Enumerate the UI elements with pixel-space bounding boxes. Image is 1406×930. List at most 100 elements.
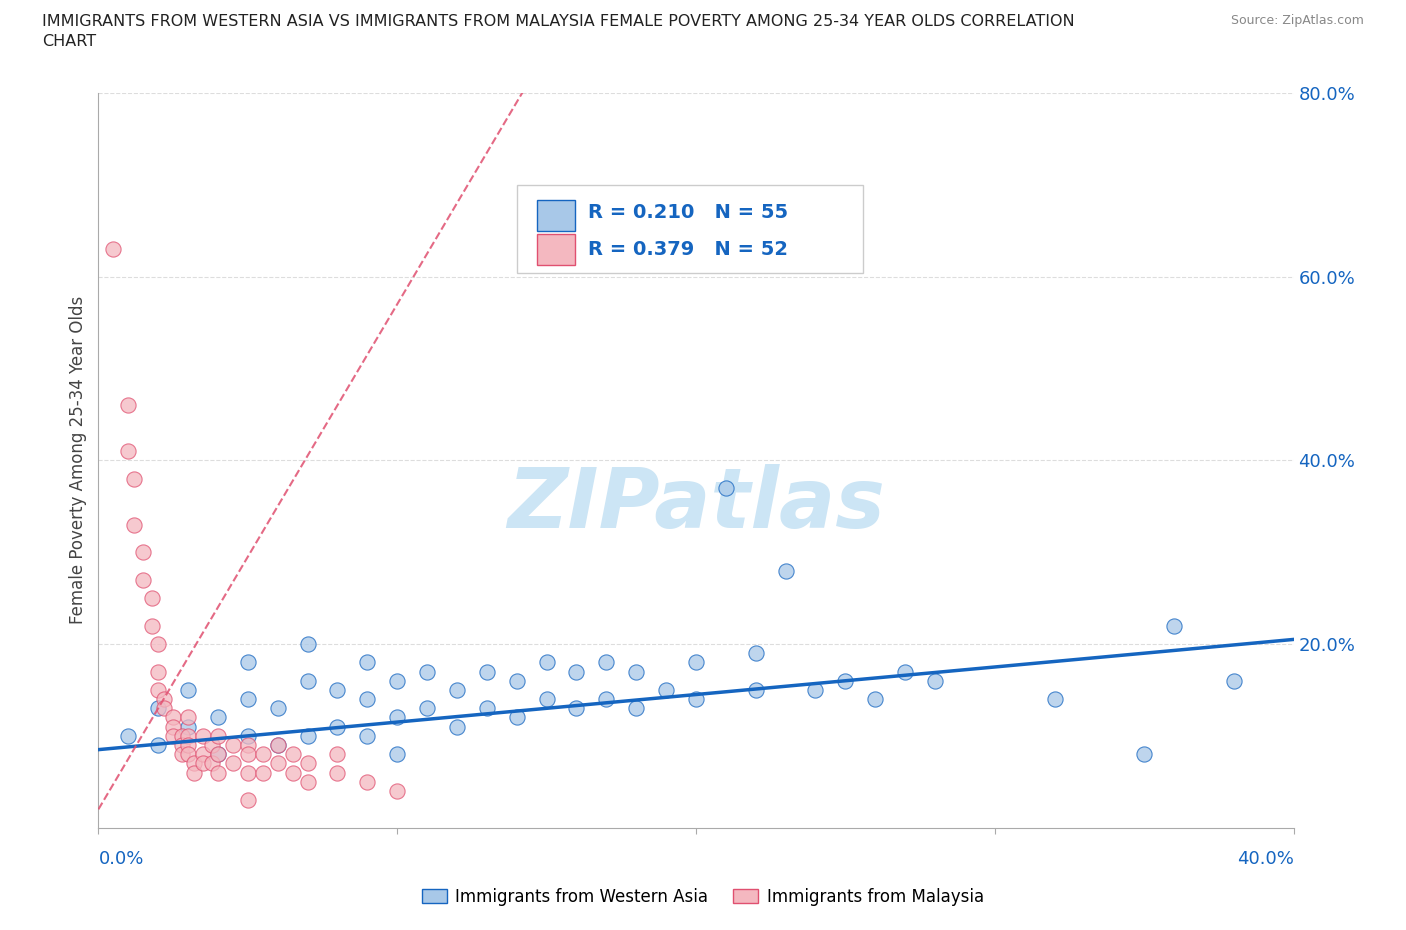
Point [775, 563, 797, 578]
Point [148, 636, 170, 651]
Point [385, 783, 409, 798]
Point [267, 737, 290, 752]
Text: R = 0.210   N = 55: R = 0.210 N = 55 [589, 204, 789, 222]
Point [626, 701, 648, 716]
Point [385, 711, 409, 725]
Point [207, 765, 229, 780]
Point [172, 737, 194, 752]
Point [297, 756, 319, 771]
Text: 0.0%: 0.0% [98, 850, 143, 869]
Point [626, 664, 648, 679]
Point [1043, 692, 1066, 707]
Point [506, 673, 529, 688]
Point [177, 711, 200, 725]
Point [475, 664, 498, 679]
Point [222, 756, 245, 771]
Point [153, 701, 176, 716]
Point [172, 728, 194, 743]
Point [281, 747, 304, 762]
Point [267, 737, 290, 752]
Text: Source: ZipAtlas.com: Source: ZipAtlas.com [1230, 14, 1364, 27]
Point [148, 664, 170, 679]
Point [446, 719, 468, 734]
Point [148, 701, 170, 716]
Point [924, 673, 946, 688]
Point [356, 655, 378, 670]
Point [177, 747, 200, 762]
Point [236, 765, 259, 780]
Point [685, 655, 707, 670]
Point [162, 719, 184, 734]
Point [385, 747, 409, 762]
Point [595, 655, 617, 670]
Point [207, 747, 229, 762]
FancyBboxPatch shape [537, 234, 575, 265]
Point [714, 481, 737, 496]
Point [148, 683, 170, 698]
Point [416, 701, 439, 716]
Point [745, 645, 768, 660]
Point [191, 747, 214, 762]
Legend: Immigrants from Western Asia, Immigrants from Malaysia: Immigrants from Western Asia, Immigrants… [415, 881, 991, 912]
Point [475, 701, 498, 716]
Point [117, 398, 139, 413]
Point [236, 737, 259, 752]
Point [177, 737, 200, 752]
Point [385, 673, 409, 688]
Point [191, 728, 214, 743]
Point [536, 692, 558, 707]
Point [162, 711, 184, 725]
Point [281, 765, 304, 780]
Point [267, 756, 290, 771]
FancyBboxPatch shape [517, 185, 863, 273]
Point [141, 618, 163, 633]
Point [252, 765, 274, 780]
Point [236, 747, 259, 762]
Text: ZIPatlas: ZIPatlas [508, 464, 884, 545]
Point [236, 728, 259, 743]
Point [297, 775, 319, 790]
Point [124, 472, 146, 486]
Point [117, 444, 139, 458]
Point [297, 728, 319, 743]
Point [183, 756, 205, 771]
Point [326, 747, 349, 762]
Point [117, 728, 139, 743]
Text: R = 0.379   N = 52: R = 0.379 N = 52 [589, 240, 789, 259]
Point [236, 655, 259, 670]
Point [595, 692, 617, 707]
Point [222, 737, 245, 752]
Point [894, 664, 917, 679]
Point [177, 683, 200, 698]
Text: CHART: CHART [42, 34, 96, 49]
Point [124, 517, 146, 532]
Point [236, 792, 259, 807]
Point [326, 683, 349, 698]
FancyBboxPatch shape [537, 200, 575, 231]
Point [446, 683, 468, 698]
Point [103, 242, 125, 257]
Point [252, 747, 274, 762]
Point [804, 683, 827, 698]
Point [132, 545, 155, 560]
Point [834, 673, 856, 688]
Point [356, 728, 378, 743]
Point [177, 728, 200, 743]
Point [506, 711, 529, 725]
Point [267, 701, 290, 716]
Point [326, 765, 349, 780]
Point [183, 765, 205, 780]
Point [655, 683, 678, 698]
Point [191, 756, 214, 771]
Point [297, 636, 319, 651]
Point [326, 719, 349, 734]
Point [565, 664, 588, 679]
Point [177, 719, 200, 734]
Point [201, 737, 224, 752]
Point [162, 728, 184, 743]
Point [207, 747, 229, 762]
Point [132, 572, 155, 587]
Point [416, 664, 439, 679]
Point [536, 655, 558, 670]
Point [356, 775, 378, 790]
